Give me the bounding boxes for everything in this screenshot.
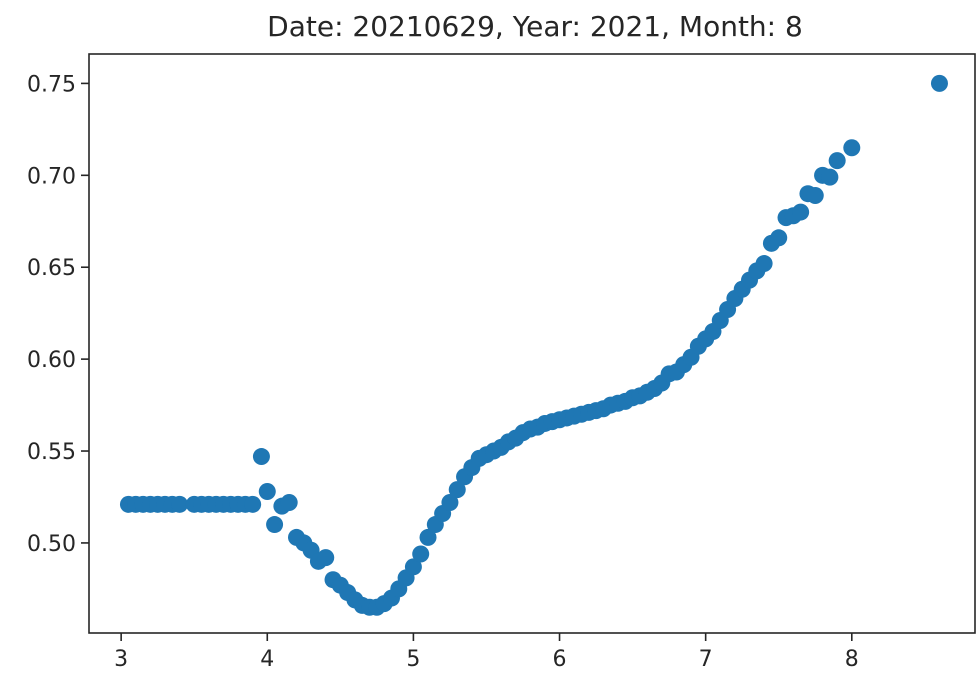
data-point bbox=[806, 187, 824, 205]
data-point bbox=[171, 495, 189, 513]
data-point bbox=[266, 516, 284, 534]
data-point bbox=[828, 152, 846, 170]
data-point bbox=[317, 549, 335, 567]
data-point bbox=[419, 528, 437, 546]
data-point bbox=[280, 493, 298, 511]
data-point bbox=[930, 74, 948, 92]
data-point bbox=[404, 558, 422, 576]
y-tick-label: 0.65 bbox=[27, 256, 76, 281]
y-tick-label: 0.75 bbox=[27, 72, 76, 97]
data-point bbox=[755, 255, 773, 273]
data-point bbox=[441, 493, 459, 511]
data-point bbox=[770, 229, 788, 247]
x-tick-label: 7 bbox=[699, 647, 713, 672]
x-tick-label: 8 bbox=[845, 647, 859, 672]
data-point bbox=[252, 448, 270, 466]
y-tick-label: 0.70 bbox=[27, 164, 76, 189]
x-tick-label: 5 bbox=[406, 647, 420, 672]
x-tick-label: 6 bbox=[553, 647, 567, 672]
y-tick-label: 0.50 bbox=[27, 532, 76, 557]
y-tick-label: 0.55 bbox=[27, 440, 76, 465]
x-tick-label: 3 bbox=[114, 647, 128, 672]
data-point bbox=[448, 481, 466, 499]
x-tick-label: 4 bbox=[260, 647, 274, 672]
chart-title: Date: 20210629, Year: 2021, Month: 8 bbox=[267, 10, 803, 43]
data-point bbox=[412, 545, 430, 563]
axes: 3 4 5 6 7 8 0.50 0.55 0.60 0.65 0.70 0.75 bbox=[27, 53, 976, 672]
y-tick-label: 0.60 bbox=[27, 348, 76, 373]
data-point bbox=[821, 168, 839, 186]
plot-frame bbox=[88, 53, 976, 634]
data-point bbox=[843, 139, 861, 157]
data-points bbox=[119, 74, 948, 616]
data-point bbox=[792, 203, 810, 221]
data-point bbox=[258, 482, 276, 500]
data-point bbox=[244, 495, 262, 513]
